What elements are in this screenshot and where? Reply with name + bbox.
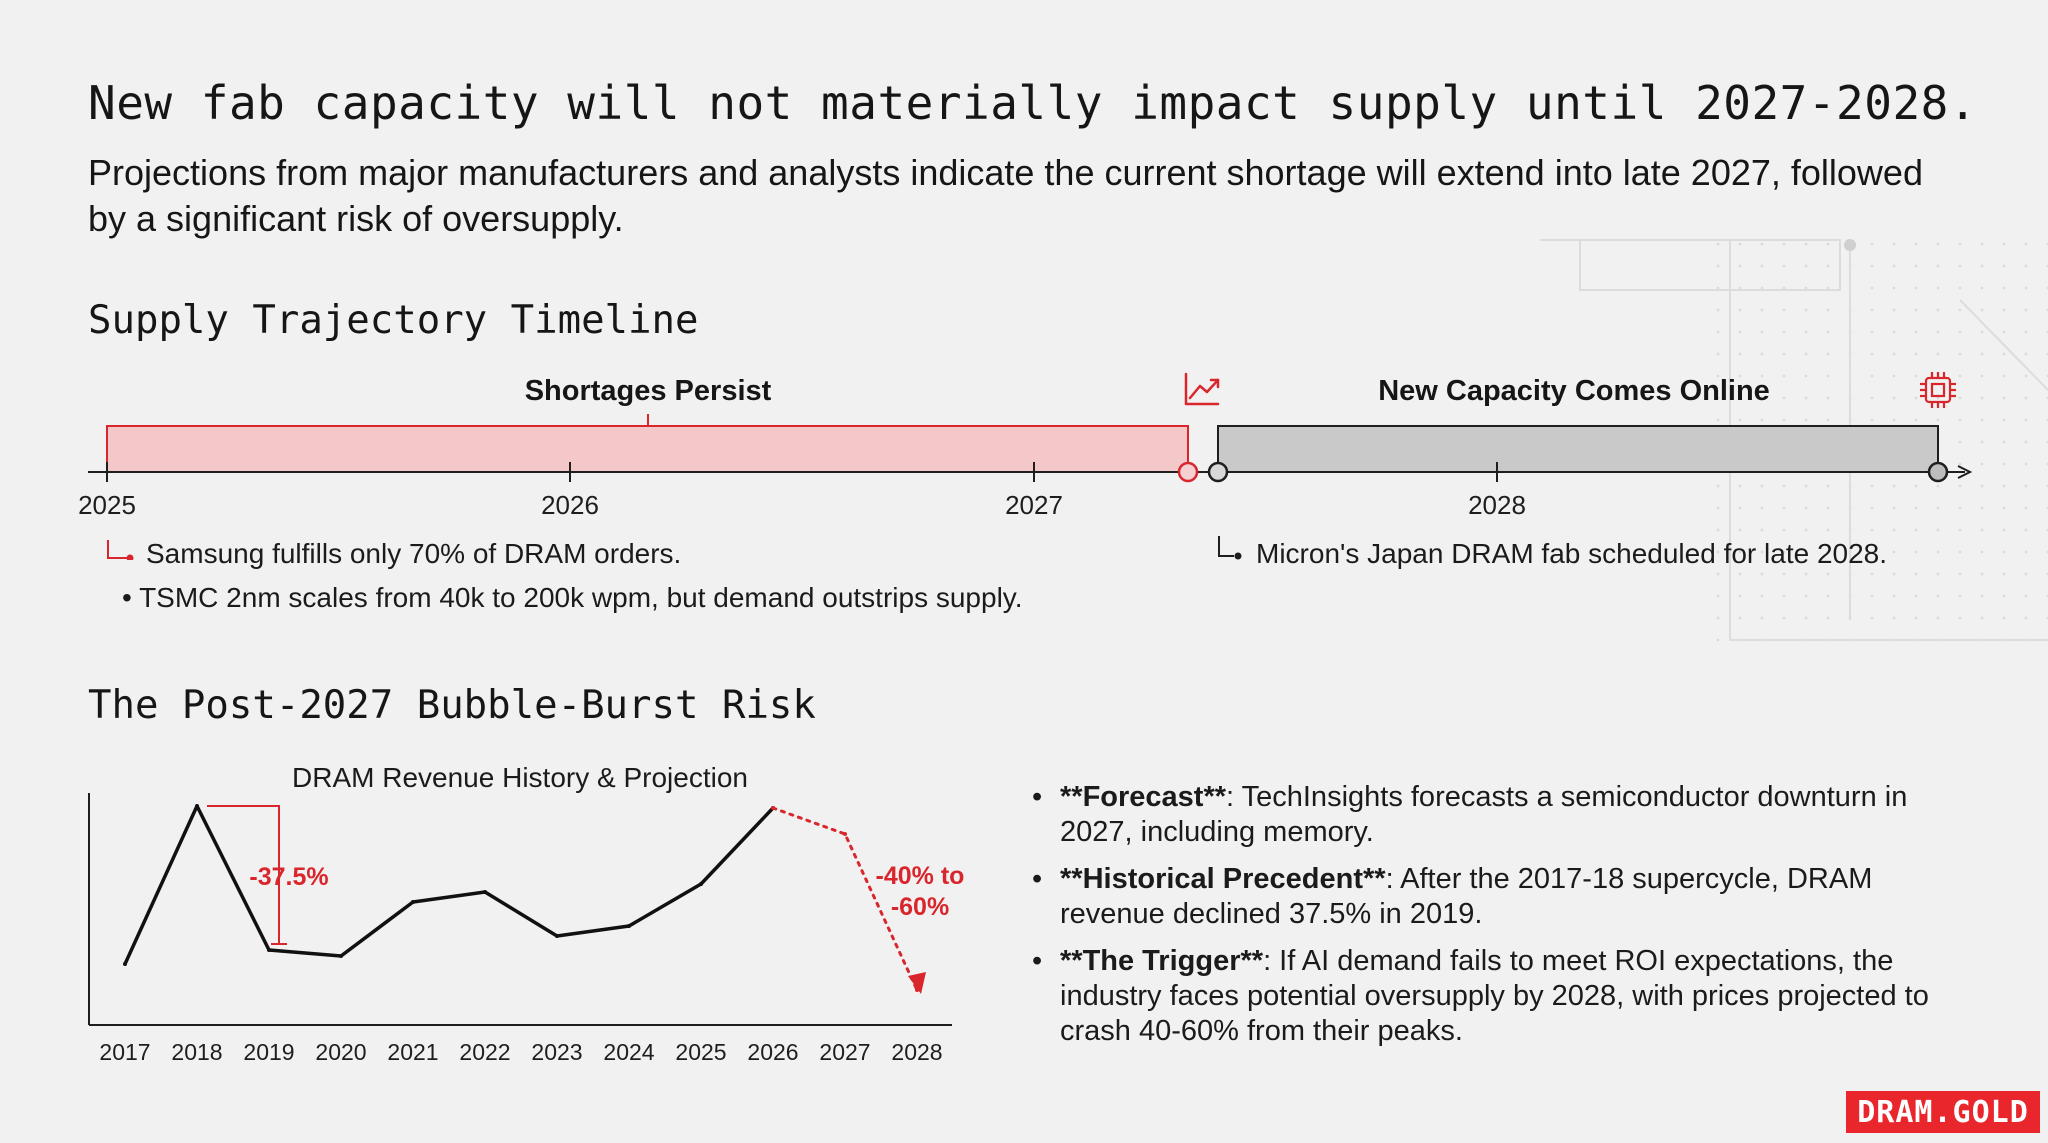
timeline-note-samsung: Samsung fulfills only 70% of DRAM orders…: [146, 538, 682, 569]
bullet-label: **Forecast**: [1060, 781, 1227, 813]
brand-badge: DRAM.GOLD: [1846, 1091, 2040, 1133]
bullet-forecast: **Forecast**: TechInsights forecasts a s…: [1030, 780, 1980, 850]
phase-label-shortages: Shortages Persist: [525, 375, 772, 407]
phase-label-new-capacity: New Capacity Comes Online: [1378, 375, 1770, 407]
page-subtitle: Projections from major manufacturers and…: [88, 152, 1923, 239]
timeline-tick-label: 2026: [541, 490, 599, 520]
timeline-tick-label: 2027: [1005, 490, 1063, 520]
timeline-heading: Supply Trajectory Timeline: [88, 298, 699, 343]
bullet-label: **The Trigger**: [1060, 945, 1264, 977]
bullet-text: : TechInsights forecasts a semiconductor…: [1060, 781, 1908, 848]
bubble-heading: The Post-2027 Bubble-Burst Risk: [88, 683, 816, 728]
bullet-historical-precedent: **Historical Precedent**: After the 2017…: [1030, 862, 1980, 932]
bullet-text: : After the 2017-18 supercycle, DRAM rev…: [1060, 863, 1873, 930]
timeline-note-micron: Micron's Japan DRAM fab scheduled for la…: [1256, 538, 1888, 569]
shortage-phase-bar: [106, 425, 1189, 473]
timeline-ticks: [106, 462, 1498, 482]
note-connector-right: [1218, 536, 1234, 557]
bullet-trigger: **The Trigger**: If AI demand fails to m…: [1030, 944, 1980, 1049]
capacity-end-marker: [1927, 461, 1949, 483]
capacity-phase-bar: [1217, 425, 1939, 473]
supply-timeline: Shortages Persist New Capacity Comes Onl…: [78, 372, 1973, 560]
note-connector-dot: [126, 554, 134, 560]
bubble-bullets: **Forecast**: TechInsights forecasts a s…: [1030, 780, 1980, 1061]
chip-icon: [1920, 372, 1956, 408]
bullet-label: **Historical Precedent**: [1060, 863, 1386, 895]
note-connector-left: [107, 540, 128, 559]
timeline-note-tsmc: • TSMC 2nm scales from 40k to 200k wpm, …: [122, 582, 1023, 613]
trend-up-icon: [1184, 372, 1220, 406]
timeline-tick-label: 2025: [78, 490, 136, 520]
timeline-note-tsmc-text: TSMC 2nm scales from 40k to 200k wpm, bu…: [139, 582, 1023, 613]
shortage-end-marker: [1177, 461, 1199, 483]
bullet-text: : If AI demand fails to meet ROI expecta…: [1060, 945, 1929, 1047]
timeline-tick-label: 2028: [1468, 490, 1526, 520]
timeline-arrow: [1957, 465, 1973, 479]
note-connector-dot: [1234, 552, 1242, 560]
capacity-start-marker: [1207, 461, 1229, 483]
page-headline: New fab capacity will not materially imp…: [88, 76, 1978, 130]
